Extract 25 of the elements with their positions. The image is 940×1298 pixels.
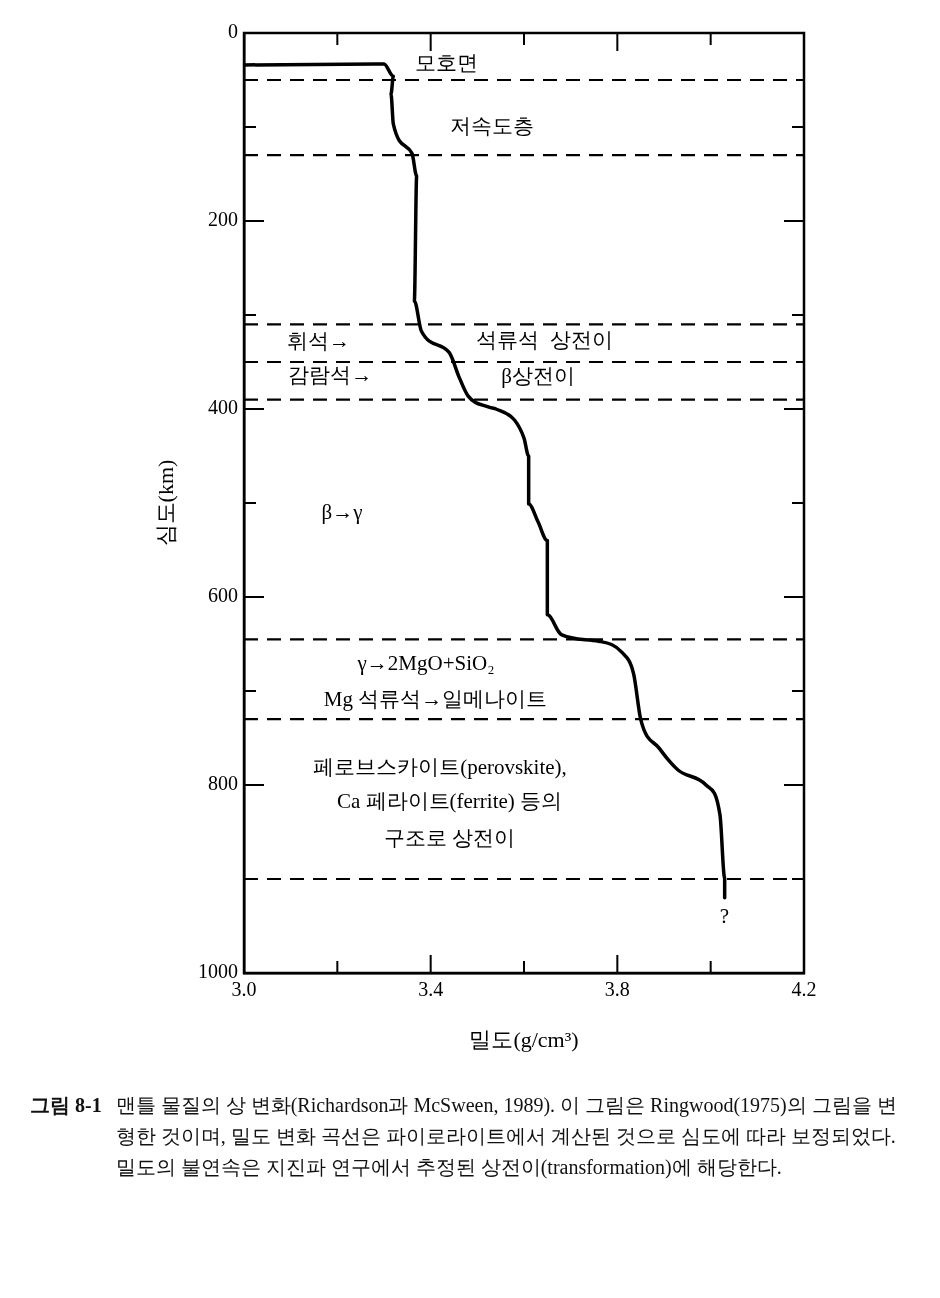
- x-tick-label: 4.2: [791, 978, 817, 1001]
- annotation: 휘석→: [286, 328, 350, 353]
- text: 맨틀 물질의 상 변화(Richardson과 McSween, 1989). 이 그림은 Ringwood(1975)의 그림을 변형한 것이며, 밀도 변화 곡선은 파이로라이트에서 계산된 것으로 심도에 따라 보정되었다. 밀도의 불연속은 지진파 연구에서 추정된 상전이(transformation)에 해당한다.: [115, 1093, 898, 1181]
- annotation: γ→2MgO+SiO₂: [356, 651, 495, 676]
- caption: 그림 8-1: [30, 1093, 102, 1118]
- annotation: 감람석→: [288, 362, 373, 387]
- annotation: 석류석 상전이: [476, 327, 613, 352]
- x-tick-label: 3.4: [418, 978, 444, 1001]
- annotation: β→γ: [321, 499, 363, 524]
- x-axis-title: 밀도(g/cm³): [469, 1026, 579, 1052]
- y-tick-label: 400: [208, 396, 238, 419]
- annotation: ?: [719, 904, 730, 929]
- y-tick-label: 600: [208, 584, 238, 607]
- annotation: β상전이: [501, 363, 575, 388]
- y-tick-label: 0: [228, 20, 238, 43]
- annotation: 모호면: [415, 51, 479, 76]
- annotation: 저속도층: [449, 114, 534, 139]
- annotation: 구조로 상전이: [383, 826, 516, 851]
- y-tick-label: 200: [208, 208, 238, 231]
- annotation: Mg 석류석→일메나이트: [323, 686, 548, 711]
- x-tick-label: 3.8: [604, 978, 630, 1001]
- annotation: Ca 페라이트(ferrite) 등의: [336, 789, 563, 814]
- annotation: 페로브스카이트(perovskite),: [313, 754, 567, 779]
- y-tick-label: 800: [208, 772, 238, 795]
- y-axis-title: 심도(km): [152, 459, 178, 547]
